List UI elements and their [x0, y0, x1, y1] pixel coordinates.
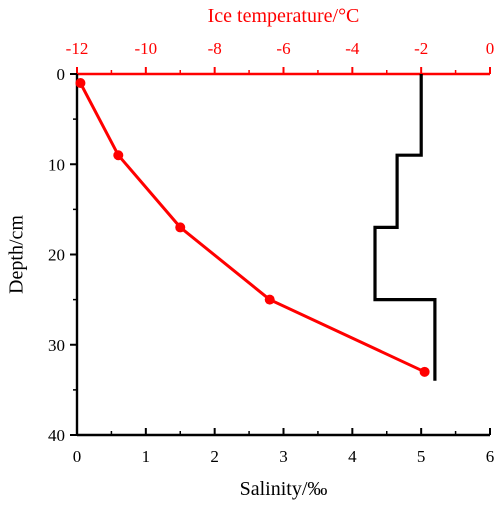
- top-axis-tick-label: -2: [414, 39, 428, 58]
- temperature-point: [264, 294, 275, 305]
- bottom-axis-tick-label: 6: [486, 447, 495, 466]
- y-axis-tick-label: 20: [48, 246, 65, 265]
- bottom-axis-tick-label: 2: [210, 447, 219, 466]
- temperature-point: [175, 222, 186, 233]
- top-axis-tick-label: -12: [66, 39, 89, 58]
- bottom-axis-tick-label: 3: [279, 447, 288, 466]
- top-axis-tick-label: 0: [486, 39, 495, 58]
- bottom-axis-tick-label: 1: [142, 447, 151, 466]
- top-axis-tick-label: -4: [345, 39, 360, 58]
- y-axis-tick-label: 10: [48, 155, 65, 174]
- top-axis-tick-label: -8: [208, 39, 222, 58]
- temperature-point: [113, 150, 124, 161]
- y-axis-tick-label: 30: [48, 336, 65, 355]
- temperature-point: [419, 366, 430, 377]
- y-axis-tick-label: 0: [57, 65, 66, 84]
- y-axis-title: Depth/cm: [6, 215, 28, 294]
- ticks-layer: -12 -10 -8 -6 -4 -2 0 0 1 2 3 4 5 6 0 10 20 30 40: [48, 39, 494, 466]
- y-axis-tick-label: 40: [48, 426, 65, 445]
- top-axis-tick-label: -6: [276, 39, 290, 58]
- salinity-series-line: [373, 74, 437, 381]
- bottom-axis-title: Salinity/‰: [240, 478, 328, 500]
- bottom-axis-tick-label: 0: [73, 447, 82, 466]
- top-axis-title: Ice temperature/°C: [208, 5, 360, 27]
- bottom-axis-tick-label: 4: [348, 447, 357, 466]
- temperature-point: [75, 78, 86, 89]
- top-axis-tick-label: -10: [134, 39, 157, 58]
- series-layer: [75, 74, 437, 381]
- bottom-axis-tick-label: 5: [417, 447, 426, 466]
